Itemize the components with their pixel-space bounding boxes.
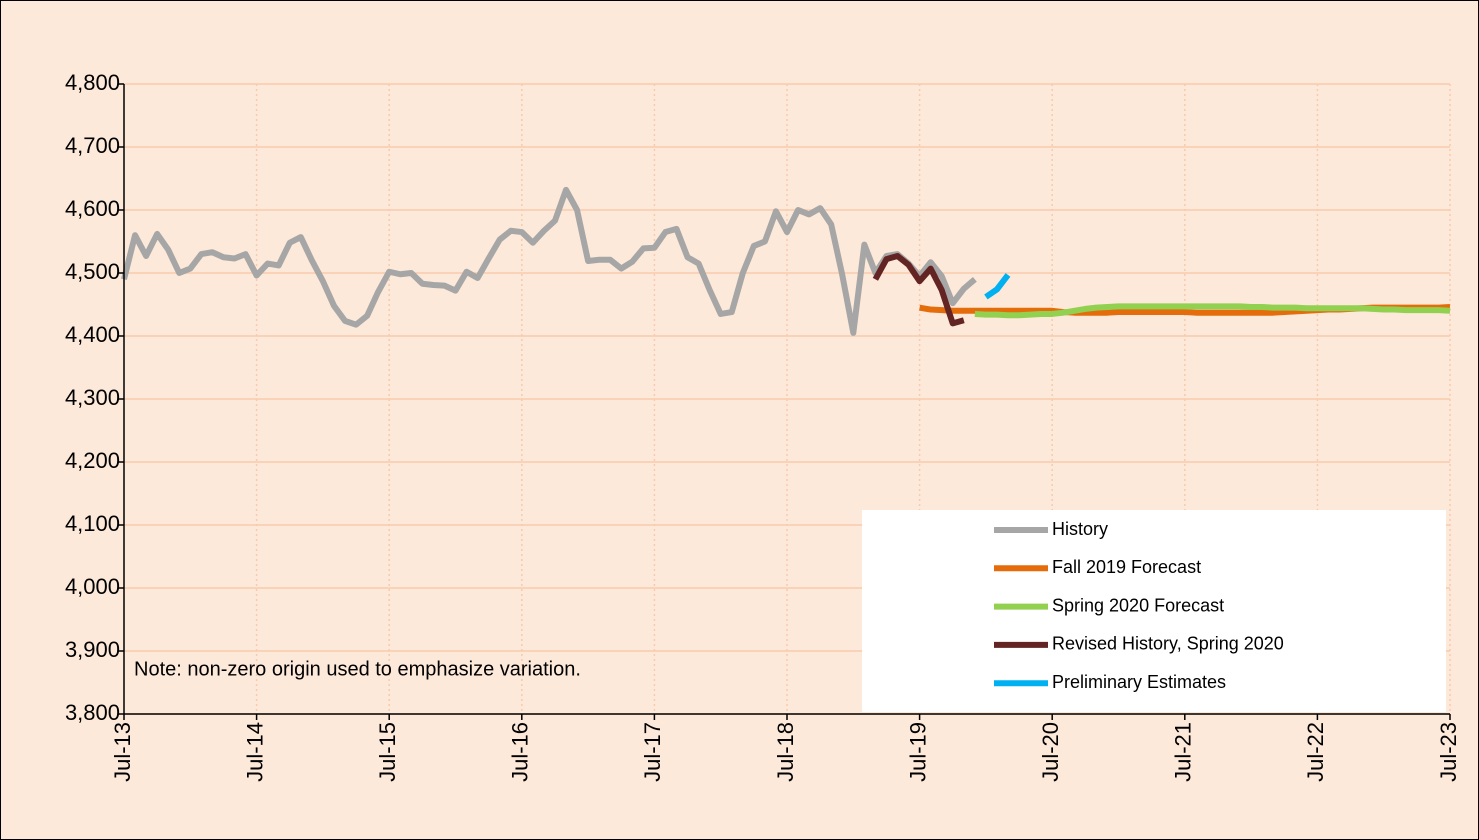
legend-label: Preliminary Estimates [1052,672,1226,692]
x-tick-label: Jul-13 [110,722,135,782]
y-tick-label: 4,500 [65,259,120,284]
y-tick-label: 4,800 [65,70,120,95]
series-line [121,186,977,336]
legend: History Fall 2019 Forecast Spring 2020 For… [994,519,1284,692]
legend-label: History [1052,519,1108,539]
series-line [872,252,965,327]
x-tick-label: Jul-18 [773,722,798,782]
x-tick-label: Jul-23 [1436,722,1461,782]
y-tick-label: 4,100 [65,511,120,536]
series-line [984,273,1011,300]
x-tick-label: Jul-17 [640,722,665,782]
x-tick-label: Jul-20 [1038,722,1063,782]
plot [121,186,1451,336]
y-tick-label: 3,800 [65,700,120,725]
y-tick-label: 3,900 [65,637,120,662]
x-tick-label: Jul-16 [508,722,533,782]
legend-label: Spring 2020 Forecast [1052,595,1224,615]
axes: 3,800 3,900 4,000 4,100 4,200 4,300 4,400 4,500… [65,70,1461,782]
legend-label: Revised History, Spring 2020 [1052,634,1284,654]
y-tick-label: 4,200 [65,448,120,473]
y-tick-label: 4,600 [65,196,120,221]
x-tick-label: Jul-14 [242,722,267,782]
legend-box [862,510,1446,712]
x-tick-label: Jul-19 [905,722,930,782]
y-tick-label: 4,300 [65,385,120,410]
series-line [974,303,1451,319]
y-tick-label: 4,700 [65,133,120,158]
x-tick-label: Jul-15 [375,722,400,782]
annotation: Note: non-zero origin used to emphasize … [134,658,581,680]
y-tick-label: 4,400 [65,322,120,347]
x-tick-label: Jul-22 [1303,722,1328,782]
x-tick-label: Jul-21 [1171,722,1196,782]
y-tick-label: 4,000 [65,574,120,599]
legend-label: Fall 2019 Forecast [1052,557,1201,577]
